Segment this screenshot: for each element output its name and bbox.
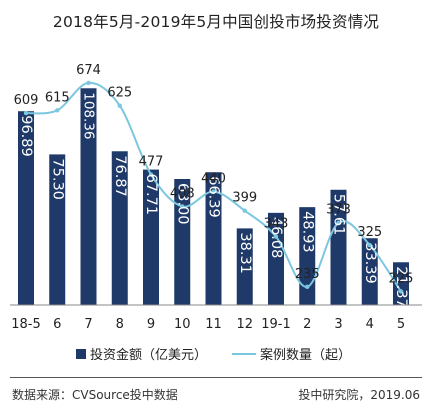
bar-4 — [361, 238, 378, 305]
bar-value-label: 96.89 — [18, 115, 34, 157]
legend-item-amount: 投资金额（亿美元） — [76, 344, 207, 363]
x-tick-label: 7 — [84, 317, 92, 332]
count-value-label: 399 — [232, 191, 257, 206]
bar-value-label: 66.39 — [206, 176, 222, 218]
bar-value-label: 38.31 — [237, 232, 253, 274]
count-value-label: 373 — [326, 203, 351, 218]
footer-divider — [10, 377, 422, 378]
count-value-label: 615 — [45, 90, 70, 105]
x-tick-label: 18-5 — [11, 317, 41, 332]
count-value-label: 609 — [14, 93, 39, 108]
count-value-label: 674 — [76, 63, 101, 78]
bar-10 — [174, 179, 191, 305]
bar-3 — [330, 189, 347, 305]
count-value-label: 343 — [264, 217, 289, 232]
bar-12 — [236, 228, 253, 305]
legend-bar-swatch — [76, 348, 86, 359]
count-point-7 — [86, 80, 91, 86]
bar-value-label: 67.71 — [143, 174, 159, 216]
legend-label-count: 案例数量（起） — [260, 348, 352, 363]
count-point-8 — [117, 103, 122, 108]
count-point-5 — [398, 289, 404, 294]
bar-9 — [143, 169, 159, 305]
bar-value-label: 33.39 — [362, 242, 378, 284]
chart-title: 2018年5月-2019年5月中国创投市场投资情况 — [52, 13, 380, 31]
bar-value-label: 63.00 — [174, 183, 190, 225]
x-tick-label: 19-1 — [261, 317, 291, 332]
legend-label-amount: 投资金额（亿美元） — [90, 348, 208, 363]
line-layer — [23, 80, 404, 294]
x-tick-labels: 18-5 6 7 8 9 10 11 12 19-1 2 3 4 5 — [11, 317, 405, 332]
bar-value-label: 21.37 — [393, 266, 409, 308]
count-value-label: 408 — [170, 186, 195, 201]
bar-7 — [80, 88, 97, 305]
bar-value-label: 108.36 — [81, 92, 97, 139]
x-tick-label: 6 — [53, 317, 61, 332]
x-tick-label: 8 — [116, 317, 124, 332]
count-point-3 — [336, 220, 341, 225]
count-point-4 — [367, 242, 372, 248]
footer-credit: 投中研究院，2019.06 — [298, 388, 420, 402]
bar-2 — [299, 207, 316, 305]
count-point-19-1 — [273, 234, 279, 239]
bar-value-label: 46.08 — [268, 217, 284, 259]
x-tick-label: 5 — [397, 317, 405, 332]
bar-value-label: 57.61 — [331, 194, 347, 236]
legend-line-swatch — [232, 352, 256, 355]
count-point-11 — [211, 189, 216, 194]
footer-source: 数据来源：CVSource投中数据 — [12, 388, 178, 402]
x-tick-label: 3 — [334, 317, 342, 332]
bar-value-label: 48.93 — [299, 211, 315, 253]
count-point-9 — [148, 172, 154, 177]
count-value-label: 225 — [389, 271, 414, 286]
x-tick-label: 11 — [205, 317, 222, 332]
bar-value-label: 76.87 — [112, 155, 128, 197]
count-value-label: 625 — [107, 86, 132, 101]
x-tick-label: 9 — [147, 317, 155, 332]
x-tick-label: 10 — [174, 317, 191, 332]
bar-19-1 — [268, 212, 284, 305]
count-point-18-5 — [23, 110, 29, 116]
x-tick-label: 12 — [236, 317, 253, 332]
count-value-label: 440 — [201, 172, 226, 187]
bars-layer — [18, 88, 409, 305]
bar-5 — [393, 262, 409, 305]
count-point-6 — [55, 108, 60, 113]
bar-18-5 — [18, 111, 34, 305]
count-point-10 — [180, 204, 185, 209]
count-point-2 — [305, 284, 310, 290]
bar-6 — [49, 154, 66, 305]
x-tick-label: 2 — [303, 317, 311, 332]
bar-11 — [205, 172, 222, 305]
legend-item-count: 案例数量（起） — [232, 344, 351, 363]
bar-8 — [111, 151, 128, 305]
count-value-label: 235 — [295, 267, 320, 282]
bar-value-label: 75.30 — [49, 158, 65, 200]
x-tick-label: 4 — [366, 317, 374, 332]
count-value-label: 477 — [139, 154, 164, 169]
labels-layer: 96.89 75.30 108.36 76.87 67.71 63.00 66.39 38.3… — [14, 63, 414, 308]
count-value-label: 325 — [357, 225, 382, 240]
count-point-12 — [242, 208, 247, 213]
